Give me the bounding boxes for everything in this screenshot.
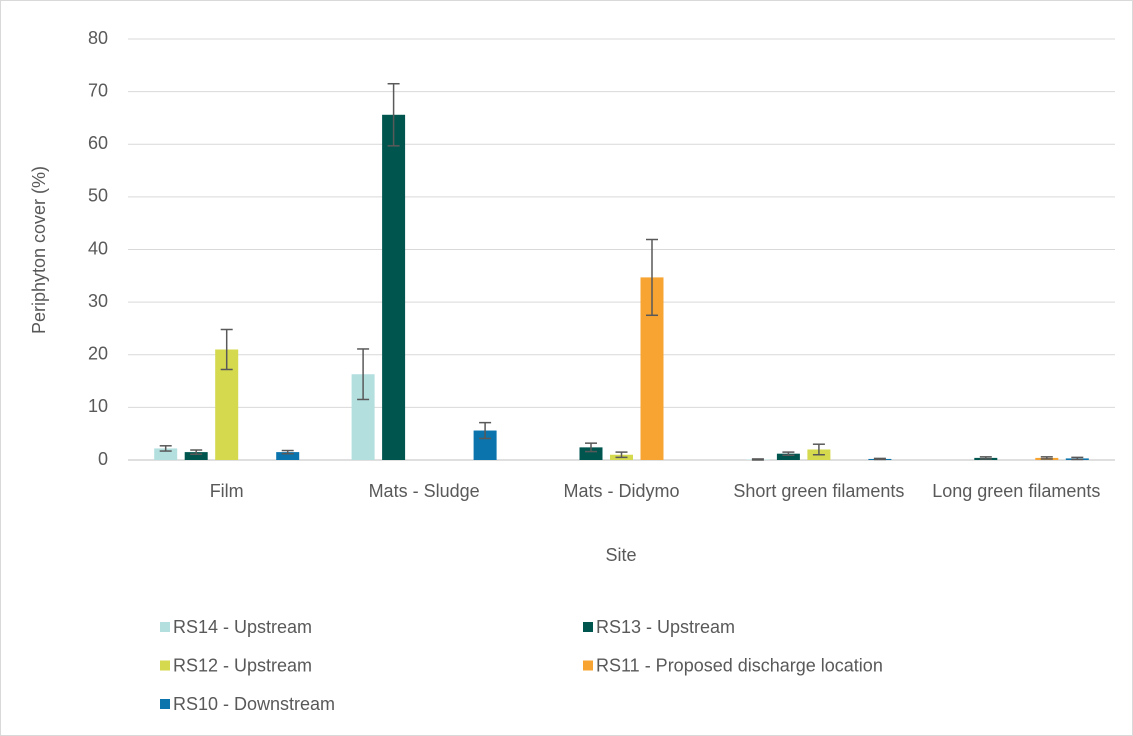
y-tick-label: 60 — [88, 133, 108, 153]
y-tick-label: 80 — [88, 28, 108, 48]
y-tick-label: 30 — [88, 291, 108, 311]
bar — [776, 453, 800, 460]
y-tick-label: 50 — [88, 186, 108, 206]
bar — [640, 277, 664, 460]
bar — [351, 374, 375, 460]
x-tick-label: Mats - Didymo — [563, 481, 680, 501]
bar — [184, 452, 208, 460]
y-tick-label: 40 — [88, 238, 108, 258]
y-tick-label: 70 — [88, 80, 108, 100]
x-axis-title: Site — [605, 545, 636, 565]
legend-swatch — [583, 622, 593, 632]
legend-swatch — [583, 660, 593, 671]
legend-label: RS13 - Upstream — [596, 617, 735, 637]
y-tick-label: 0 — [98, 449, 108, 469]
legend-label: RS11 - Proposed discharge location — [596, 655, 883, 675]
bar — [579, 447, 603, 460]
x-tick-label: Long green filaments — [932, 481, 1101, 501]
x-tick-label: Film — [209, 481, 244, 501]
legend-label: RS14 - Upstream — [173, 617, 312, 637]
x-tick-label: Mats - Sludge — [368, 481, 480, 501]
y-tick-label: 20 — [88, 344, 108, 364]
legend-label: RS10 - Downstream — [173, 694, 335, 714]
bar — [215, 349, 239, 460]
y-axis-title: Periphyton cover (%) — [29, 166, 49, 334]
legend-label: RS12 - Upstream — [173, 655, 312, 675]
bar — [276, 452, 300, 460]
legend-swatch — [160, 660, 170, 671]
x-tick-label: Short green filaments — [733, 481, 905, 501]
bar — [154, 448, 178, 460]
y-tick-label: 10 — [88, 396, 108, 416]
bar — [382, 114, 406, 460]
legend-swatch — [160, 622, 170, 632]
legend-swatch — [160, 699, 170, 709]
